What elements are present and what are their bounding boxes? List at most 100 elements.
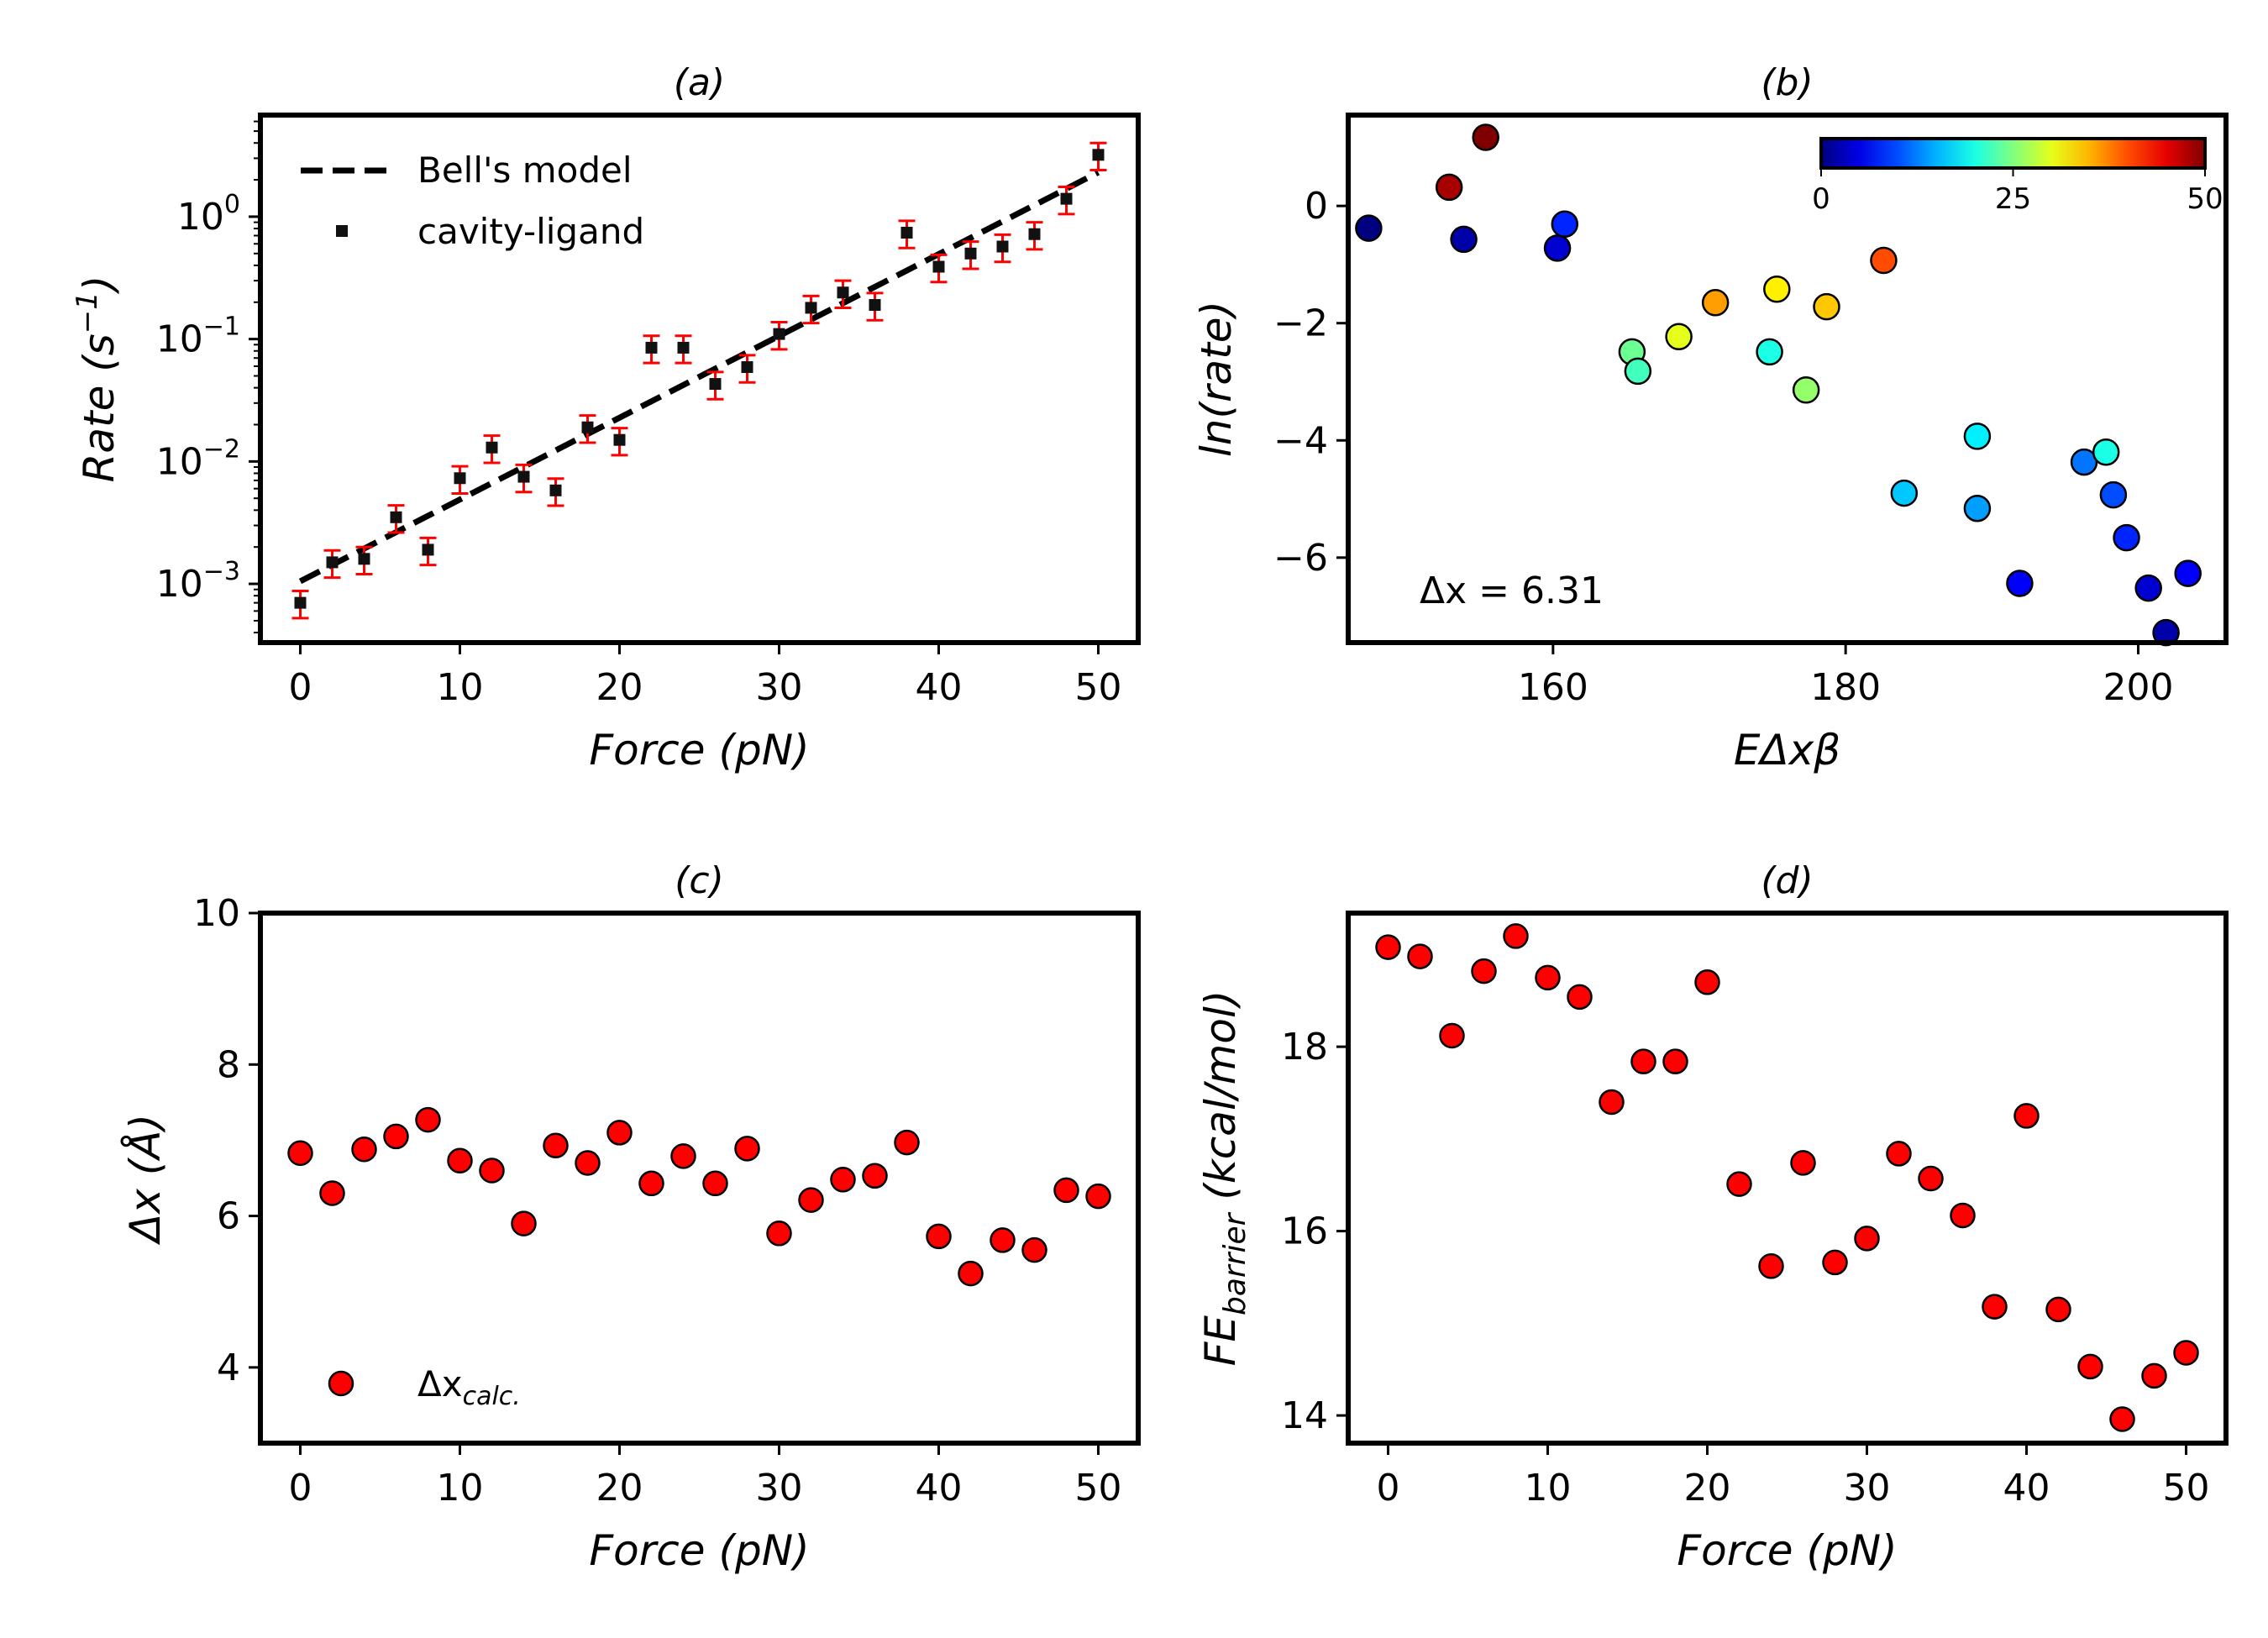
data-point bbox=[1726, 1171, 1752, 1197]
x-tick-label: 40 bbox=[916, 1467, 963, 1509]
data-point bbox=[575, 1150, 601, 1176]
data-point bbox=[773, 328, 785, 340]
data-point bbox=[1435, 173, 1463, 202]
data-point bbox=[1792, 376, 1820, 404]
data-point bbox=[351, 1136, 377, 1163]
legend-label: cavity-ligand bbox=[417, 211, 644, 252]
x-tick-label: 50 bbox=[2163, 1467, 2210, 1509]
data-point bbox=[1535, 964, 1561, 991]
x-tick-label: 30 bbox=[1844, 1467, 1891, 1509]
x-tick-label: 20 bbox=[1684, 1467, 1731, 1509]
y-axis-label: FEbarrier (kcal/mol) bbox=[1196, 990, 1252, 1367]
data-point bbox=[2006, 570, 2034, 597]
data-point bbox=[1028, 228, 1041, 240]
panel-title: (c) bbox=[675, 859, 724, 902]
data-point bbox=[1599, 1089, 1625, 1116]
data-point bbox=[447, 1147, 473, 1174]
y-tick-label: 10 bbox=[193, 892, 240, 935]
data-point bbox=[2013, 1103, 2040, 1129]
data-point bbox=[454, 472, 466, 485]
data-point bbox=[1763, 275, 1791, 303]
y-tick-label: −6 bbox=[1273, 537, 1328, 580]
data-point bbox=[766, 1221, 792, 1247]
x-axis-label: Force (pN) bbox=[1677, 1526, 1897, 1575]
data-point bbox=[709, 378, 722, 391]
data-point bbox=[869, 299, 881, 312]
data-point bbox=[990, 1227, 1016, 1253]
data-point bbox=[1567, 984, 1593, 1011]
data-point bbox=[1407, 943, 1433, 969]
legend-label: Δxcalc. bbox=[417, 1363, 521, 1411]
x-tick-label: 180 bbox=[1810, 666, 1881, 709]
data-point bbox=[1624, 357, 1652, 386]
data-point bbox=[1854, 1226, 1880, 1252]
x-tick-label: 10 bbox=[437, 666, 484, 709]
data-point bbox=[2134, 574, 2162, 602]
data-point bbox=[422, 543, 434, 556]
data-point bbox=[383, 1123, 409, 1150]
data-point bbox=[486, 441, 498, 454]
data-point bbox=[1918, 1165, 1944, 1192]
data-point bbox=[1439, 1022, 1465, 1049]
x-tick-label: 40 bbox=[2003, 1467, 2050, 1509]
data-point bbox=[1472, 123, 1499, 151]
y-tick-label: 10−3 bbox=[156, 557, 240, 606]
x-tick-label: 160 bbox=[1518, 666, 1588, 709]
y-tick-label: −2 bbox=[1273, 302, 1328, 345]
x-tick-label: 10 bbox=[1525, 1467, 1572, 1509]
x-tick-label: 30 bbox=[756, 666, 803, 709]
data-point bbox=[581, 421, 594, 433]
data-point bbox=[517, 470, 530, 483]
data-point bbox=[1701, 289, 1730, 317]
data-point bbox=[1950, 1202, 1976, 1229]
data-point bbox=[2113, 523, 2140, 552]
data-point bbox=[645, 341, 658, 354]
y-tick-label: 100 bbox=[177, 190, 240, 239]
data-point bbox=[326, 556, 339, 569]
legend-label: Bell's model bbox=[417, 150, 633, 191]
data-point bbox=[613, 433, 626, 446]
data-point bbox=[1053, 1177, 1079, 1204]
data-point bbox=[702, 1170, 728, 1197]
data-point bbox=[798, 1187, 824, 1213]
legend-marker-swatch bbox=[328, 1370, 354, 1397]
data-point bbox=[1822, 1249, 1848, 1276]
data-point bbox=[677, 341, 690, 354]
data-point bbox=[2141, 1362, 2167, 1389]
x-axis-label: EΔxβ bbox=[1734, 726, 1840, 774]
plot-frame bbox=[1346, 113, 2229, 645]
y-tick-label: 4 bbox=[217, 1347, 240, 1389]
data-point bbox=[926, 1223, 952, 1250]
panel-title: (d) bbox=[1761, 859, 1813, 902]
y-tick-label: 0 bbox=[1305, 185, 1328, 228]
data-point bbox=[2109, 1406, 2135, 1432]
x-axis-label: Force (pN) bbox=[589, 726, 809, 774]
panel-b: (b) 160 180 200 0 −2 −4 −6 Δx = 6.31 0 25 50 EΔxβ ln(… bbox=[1192, 61, 2229, 774]
data-point bbox=[805, 302, 817, 314]
data-point bbox=[549, 484, 562, 496]
x-axis-label: Force (pN) bbox=[589, 1526, 809, 1575]
data-point bbox=[1665, 323, 1693, 351]
x-tick-label: 40 bbox=[916, 666, 963, 709]
data-point bbox=[1085, 1183, 1111, 1210]
legend-marker-swatch bbox=[336, 225, 348, 237]
data-point bbox=[511, 1210, 537, 1236]
plot-frame bbox=[1346, 911, 2229, 1446]
y-tick-label: 10−2 bbox=[156, 434, 240, 483]
colorbar-tick-label: 50 bbox=[2187, 182, 2223, 216]
data-point bbox=[670, 1143, 696, 1169]
data-point bbox=[1963, 423, 1992, 450]
data-point bbox=[390, 511, 402, 523]
data-point bbox=[2045, 1296, 2071, 1323]
data-point bbox=[1870, 246, 1898, 275]
y-tick-label: −4 bbox=[1273, 419, 1328, 462]
data-point bbox=[2174, 559, 2202, 587]
colorbar-tick-label: 25 bbox=[1995, 182, 2031, 216]
data-point bbox=[900, 226, 913, 239]
data-point bbox=[1543, 234, 1572, 262]
plot-frame bbox=[258, 911, 1141, 1446]
colorbar bbox=[1819, 137, 2207, 170]
x-tick-label: 10 bbox=[437, 1467, 484, 1509]
y-tick-label: 18 bbox=[1281, 1026, 1328, 1068]
